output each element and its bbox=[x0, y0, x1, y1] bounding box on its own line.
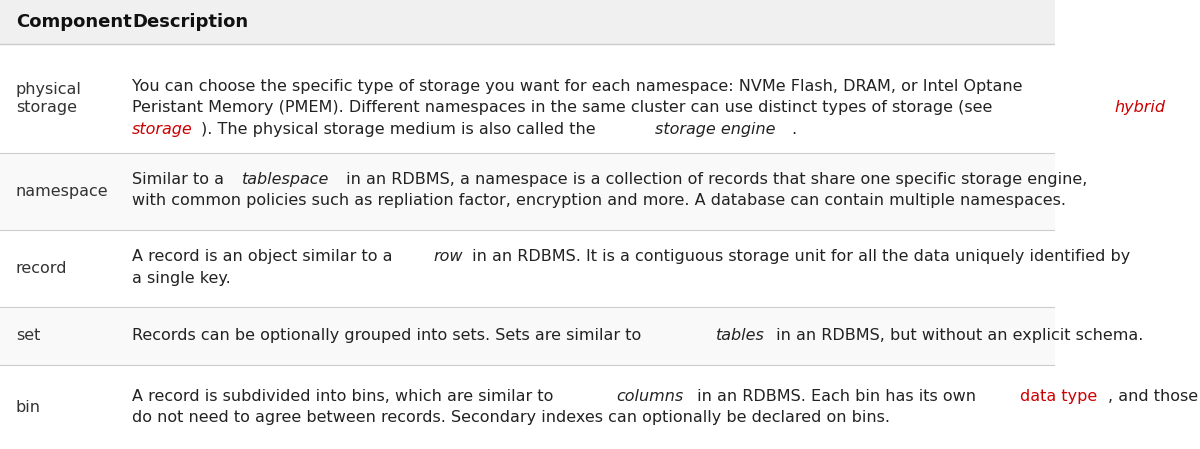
Text: tablespace: tablespace bbox=[242, 172, 330, 187]
Text: storage engine: storage engine bbox=[654, 122, 775, 136]
Text: in an RDBMS. It is a contiguous storage unit for all the data uniquely identifie: in an RDBMS. It is a contiguous storage … bbox=[467, 249, 1130, 264]
Text: set: set bbox=[16, 329, 41, 343]
Text: data type: data type bbox=[1020, 389, 1098, 404]
FancyBboxPatch shape bbox=[0, 230, 1055, 307]
Text: You can choose the specific type of storage you want for each namespace: NVMe Fl: You can choose the specific type of stor… bbox=[132, 79, 1022, 94]
Text: with common policies such as repliation factor, encryption and more. A database : with common policies such as repliation … bbox=[132, 193, 1066, 208]
Text: physical
storage: physical storage bbox=[16, 82, 82, 114]
Text: tables: tables bbox=[715, 329, 764, 343]
FancyBboxPatch shape bbox=[0, 153, 1055, 230]
Text: hybrid: hybrid bbox=[1114, 101, 1165, 115]
Text: Similar to a: Similar to a bbox=[132, 172, 229, 187]
FancyBboxPatch shape bbox=[0, 365, 1055, 449]
FancyBboxPatch shape bbox=[0, 0, 1055, 44]
Text: do not need to agree between records. Secondary indexes can optionally be declar: do not need to agree between records. Se… bbox=[132, 410, 890, 425]
Text: Records can be optionally grouped into sets. Sets are similar to: Records can be optionally grouped into s… bbox=[132, 329, 647, 343]
FancyBboxPatch shape bbox=[0, 44, 1055, 153]
Text: Description: Description bbox=[132, 13, 248, 31]
Text: a single key.: a single key. bbox=[132, 271, 230, 286]
Text: A record is an object similar to a: A record is an object similar to a bbox=[132, 249, 397, 264]
Text: storage: storage bbox=[132, 122, 193, 136]
Text: .: . bbox=[791, 122, 797, 136]
Text: in an RDBMS, but without an explicit schema.: in an RDBMS, but without an explicit sch… bbox=[772, 329, 1144, 343]
Text: in an RDBMS. Each bin has its own: in an RDBMS. Each bin has its own bbox=[692, 389, 982, 404]
Text: record: record bbox=[16, 261, 67, 276]
FancyBboxPatch shape bbox=[0, 307, 1055, 365]
Text: , and those: , and those bbox=[1108, 389, 1198, 404]
Text: ). The physical storage medium is also called the: ). The physical storage medium is also c… bbox=[200, 122, 601, 136]
Text: Peristant Memory (PMEM). Different namespaces in the same cluster can use distin: Peristant Memory (PMEM). Different names… bbox=[132, 101, 997, 115]
Text: columns: columns bbox=[616, 389, 683, 404]
Text: namespace: namespace bbox=[16, 184, 108, 199]
Text: in an RDBMS, a namespace is a collection of records that share one specific stor: in an RDBMS, a namespace is a collection… bbox=[341, 172, 1087, 187]
Text: row: row bbox=[433, 249, 463, 264]
Text: Component: Component bbox=[16, 13, 132, 31]
Text: A record is subdivided into bins, which are similar to: A record is subdivided into bins, which … bbox=[132, 389, 558, 404]
Text: bin: bin bbox=[16, 401, 41, 415]
